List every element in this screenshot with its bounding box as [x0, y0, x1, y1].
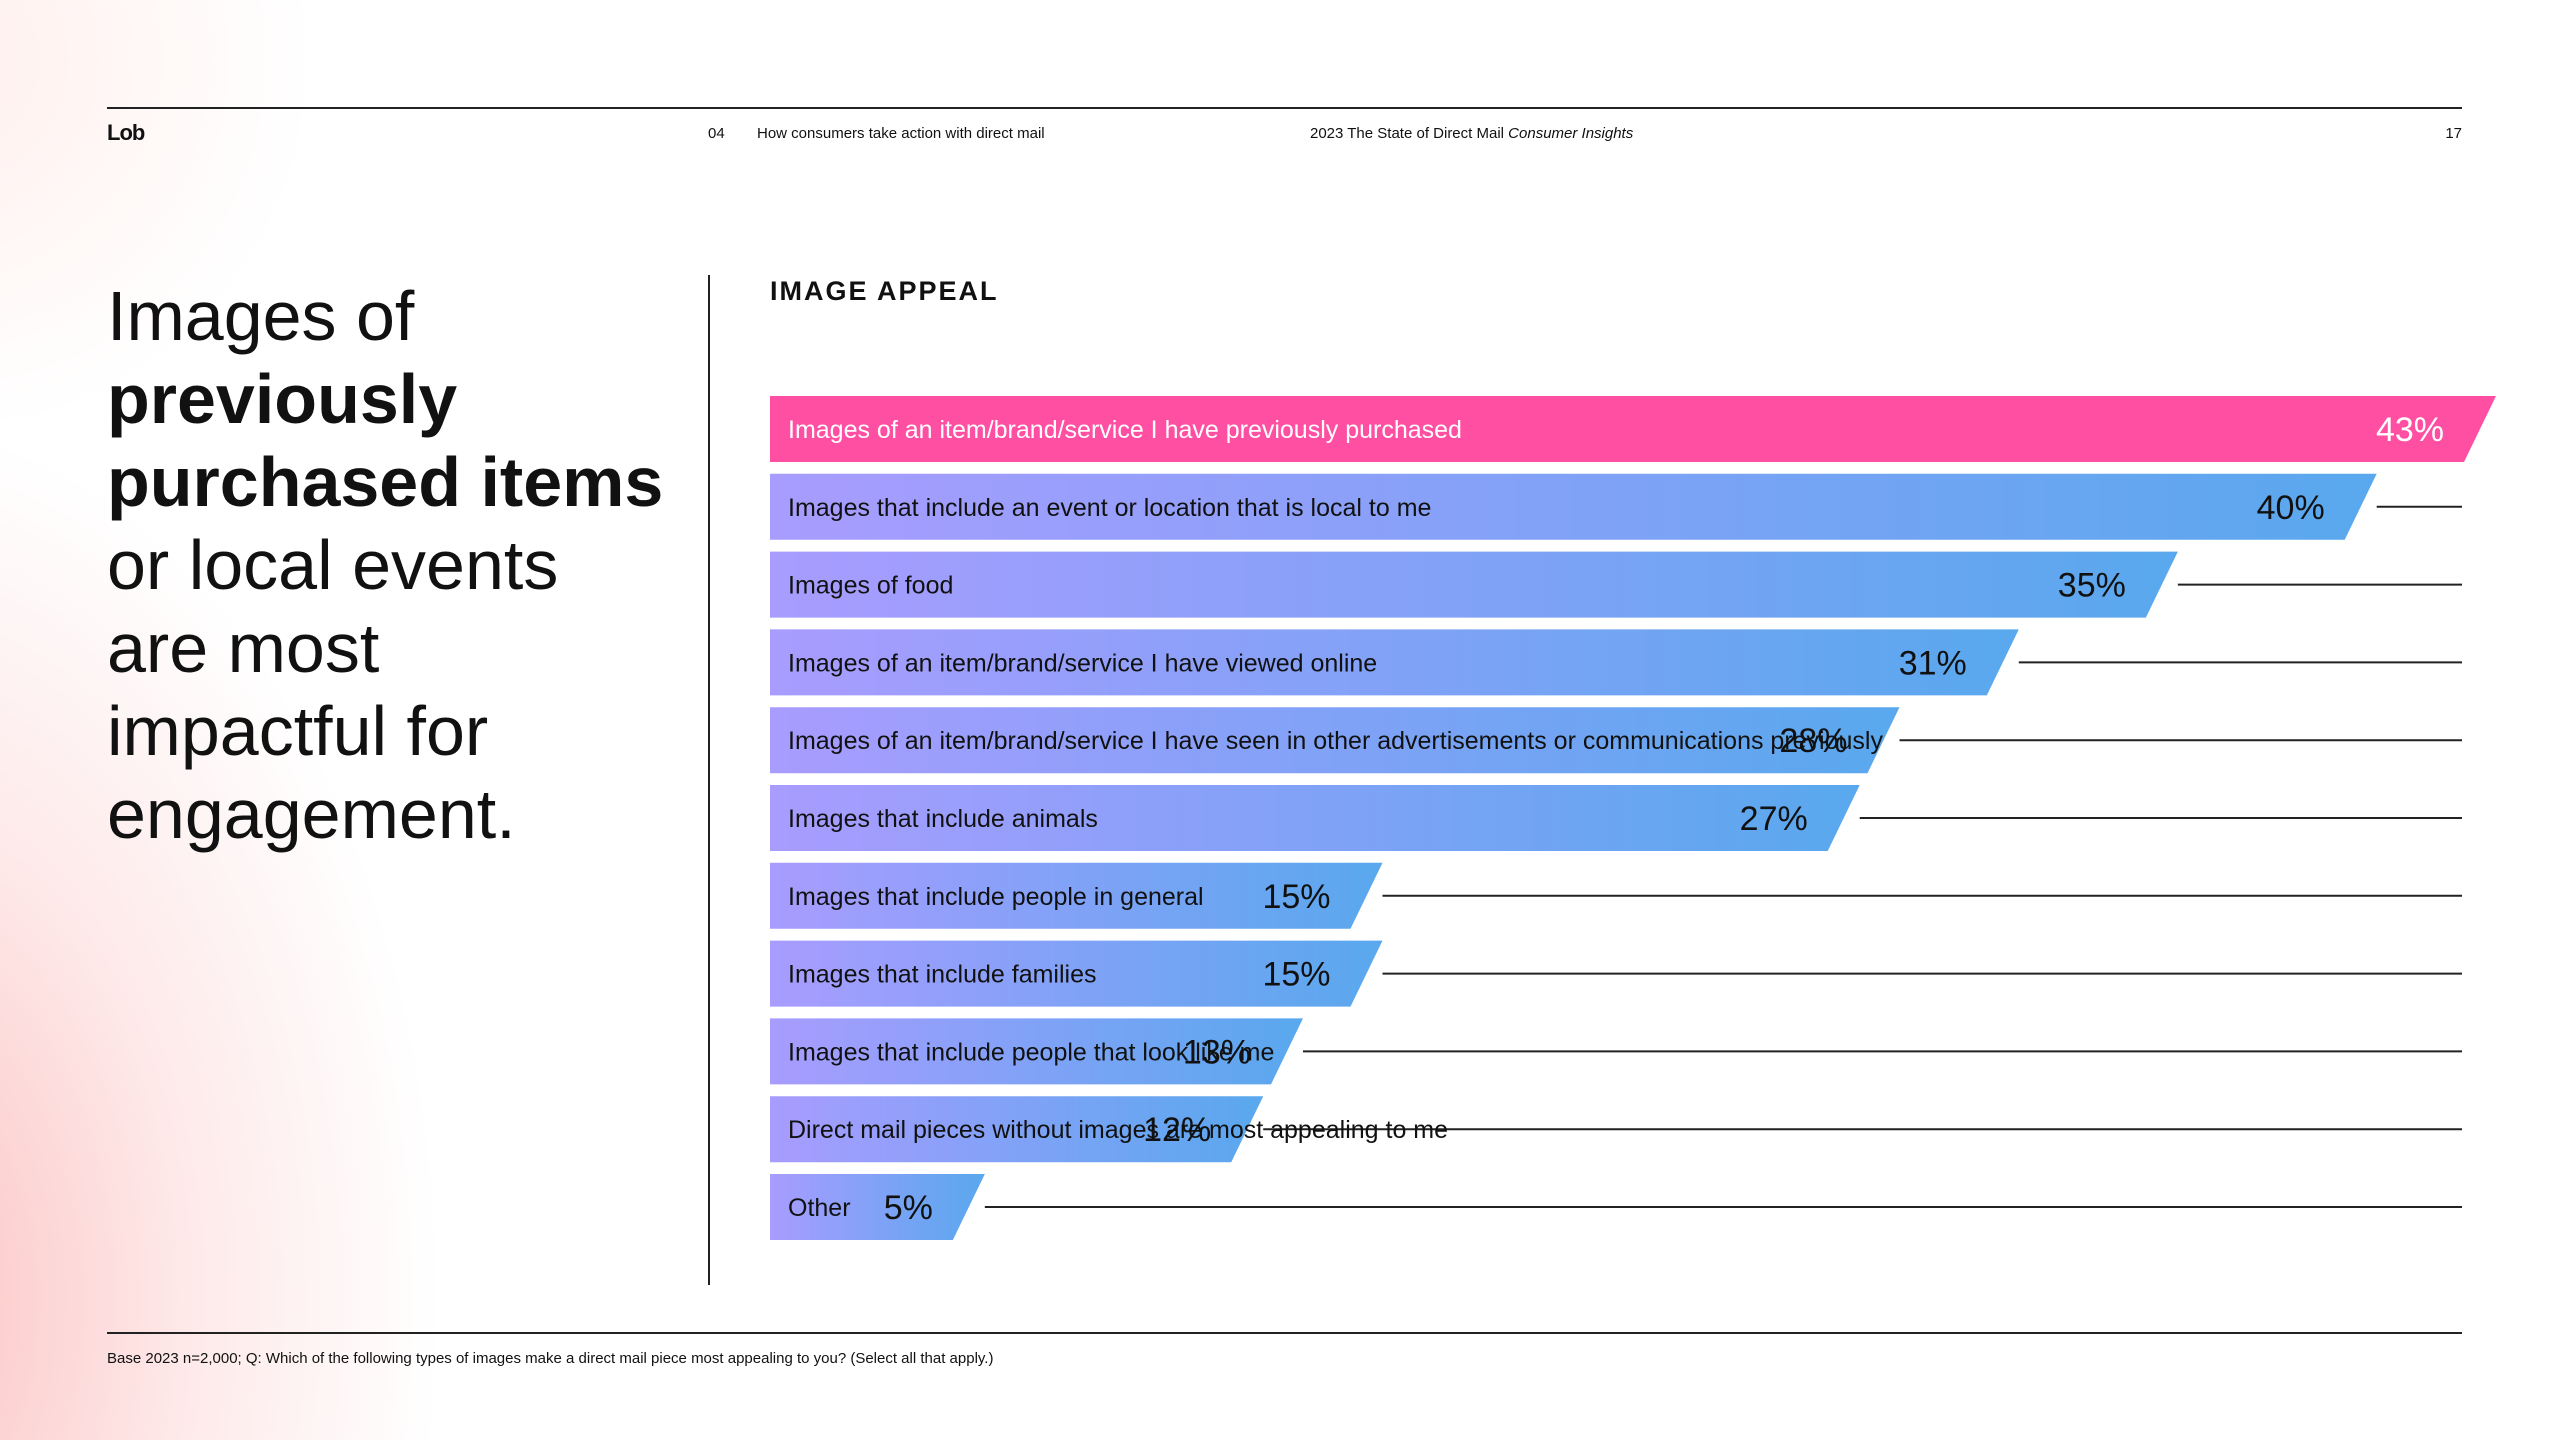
bar-value-label: 27%	[1740, 800, 1808, 838]
chart-title: IMAGE APPEAL	[770, 276, 999, 306]
bar-value-label: 15%	[1262, 956, 1330, 994]
report-title-italic: Consumer Insights	[1508, 125, 1634, 142]
bar-value-label: 28%	[1779, 722, 1847, 760]
bar-label: Images that include an event or location…	[788, 494, 1431, 522]
bar	[770, 551, 2178, 618]
bar-value-label: 31%	[1899, 644, 1967, 682]
bar-label: Images that include families	[788, 961, 1096, 989]
page-number: 17	[2445, 125, 2462, 142]
bar-value-label: 35%	[2058, 567, 2126, 605]
bar	[770, 396, 2496, 462]
headline-part1: Images of	[107, 277, 415, 355]
bar-label: Direct mail pieces without images are mo…	[788, 1116, 1448, 1144]
bar	[770, 1018, 1303, 1085]
bar	[770, 1174, 985, 1240]
bar-label: Images that include people in general	[788, 883, 1204, 911]
footnote: Base 2023 n=2,000; Q: Which of the follo…	[107, 1350, 994, 1367]
bar	[770, 629, 2019, 696]
lob-logo: Lob	[107, 120, 145, 145]
bar-value-label: 43%	[2376, 411, 2444, 449]
report-title-prefix: 2023 The State of Direct Mail	[1310, 125, 1504, 142]
bar-label: Images that include people that look lik…	[788, 1038, 1274, 1066]
bar-value-label: 12%	[1143, 1111, 1211, 1149]
header-rule	[107, 107, 2462, 109]
headline: Images of previously purchased items or …	[107, 275, 667, 856]
footer-rule	[107, 1332, 2462, 1334]
report-title: 2023 The State of Direct Mail Consumer I…	[1310, 125, 1633, 142]
bar	[770, 707, 1900, 774]
bar-value-label: 40%	[2257, 489, 2325, 527]
vertical-divider	[708, 275, 710, 1285]
headline-bold: previously purchased items	[107, 360, 664, 521]
bar-label: Images of an item/brand/service I have p…	[788, 416, 1462, 444]
headline-part2: or local events are most impactful for e…	[107, 526, 559, 853]
bar-label: Images that include animals	[788, 805, 1098, 833]
bar	[770, 473, 2377, 540]
bar	[770, 785, 1860, 851]
section-number: 04	[708, 125, 725, 142]
bar	[770, 862, 1383, 929]
section-title: How consumers take action with direct ma…	[757, 125, 1045, 142]
bar-value-label: 15%	[1262, 878, 1330, 916]
bar-label: Images of an item/brand/service I have v…	[788, 649, 1377, 677]
bar-value-label: 13%	[1183, 1033, 1251, 1071]
bar-value-label: 5%	[884, 1189, 933, 1227]
bar	[770, 940, 1383, 1007]
bar-label: Images of an item/brand/service I have s…	[788, 727, 1883, 755]
bar	[770, 1096, 1264, 1163]
bar-label: Other	[788, 1194, 851, 1222]
bar-label: Images of food	[788, 572, 953, 600]
